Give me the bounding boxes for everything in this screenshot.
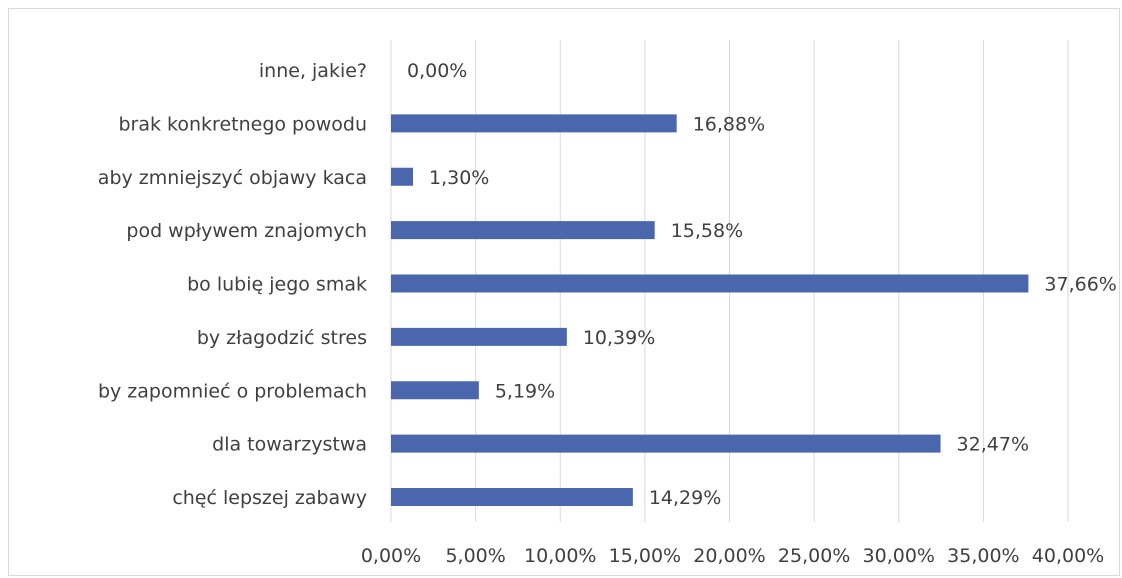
- data-label: 37,66%: [1044, 274, 1116, 296]
- x-tick-label: 5,00%: [445, 545, 505, 567]
- x-axis-tick-labels: 0,00% 5,00% 10,00% 15,00% 20,00% 25,00% 30,00%…: [361, 545, 1104, 567]
- x-tick-label: 35,00%: [947, 545, 1019, 567]
- bar: [391, 114, 677, 133]
- bars: [391, 114, 1029, 506]
- bar: [391, 221, 655, 240]
- category-label: by złagodzić stres: [197, 327, 367, 349]
- category-labels: chęć lepszej zabawy dla towarzystwa by zap…: [98, 60, 367, 509]
- bar: [391, 167, 414, 186]
- x-tick-label: 15,00%: [609, 545, 681, 567]
- data-label: 32,47%: [957, 434, 1029, 456]
- bar: [391, 434, 941, 453]
- category-label: inne, jakie?: [259, 60, 367, 82]
- bar: [391, 381, 479, 400]
- category-label: aby zmniejszyć objawy kaca: [98, 167, 367, 189]
- data-label: 1,30%: [429, 167, 489, 189]
- data-labels: 14,29% 32,47% 5,19% 10,39% 37,66% 15,58% 1,30%…: [407, 60, 1117, 509]
- bar: [391, 274, 1029, 293]
- category-label: brak konkretnego powodu: [119, 113, 368, 135]
- data-label: 5,19%: [495, 380, 555, 402]
- category-label: pod wpływem znajomych: [126, 220, 367, 242]
- data-label: 10,39%: [583, 327, 655, 349]
- x-tick-label: 40,00%: [1032, 545, 1104, 567]
- data-label: 14,29%: [649, 487, 721, 509]
- category-label: chęć lepszej zabawy: [172, 487, 367, 509]
- x-tick-label: 0,00%: [361, 545, 421, 567]
- x-tick-label: 30,00%: [863, 545, 935, 567]
- bar: [391, 488, 633, 506]
- x-tick-label: 25,00%: [778, 545, 850, 567]
- x-tick-label: 20,00%: [693, 545, 765, 567]
- bar: [391, 327, 567, 346]
- category-label: bo lubię jego smak: [187, 274, 367, 296]
- category-label: dla towarzystwa: [212, 434, 367, 456]
- data-label: 0,00%: [407, 60, 467, 82]
- category-label: by zapomnieć o problemach: [98, 380, 367, 402]
- x-tick-label: 10,00%: [524, 545, 596, 567]
- data-label: 15,58%: [671, 220, 743, 242]
- data-label: 16,88%: [693, 113, 765, 135]
